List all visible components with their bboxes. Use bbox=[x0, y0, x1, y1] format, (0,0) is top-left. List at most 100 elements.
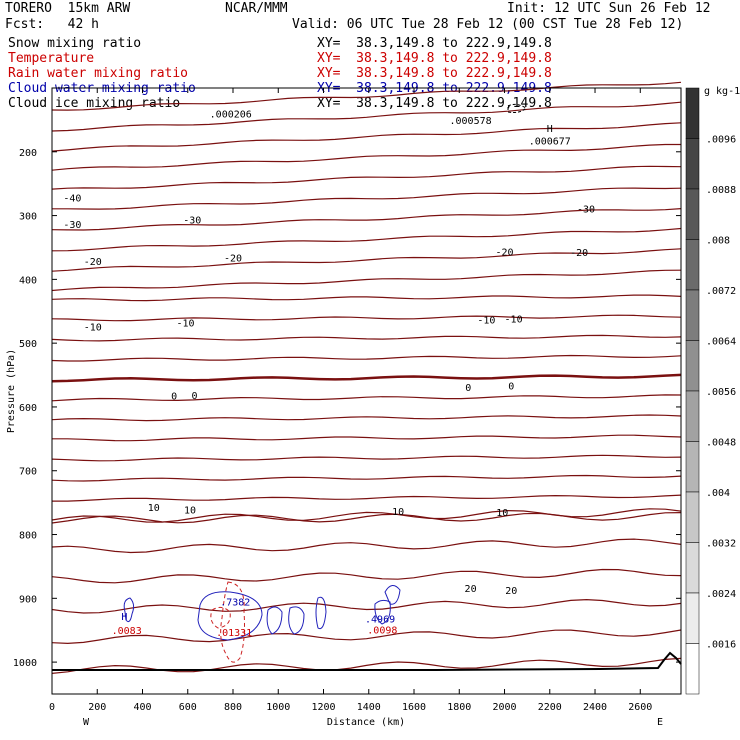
y-tick-label: 800 bbox=[19, 531, 37, 542]
x-tick-label: 1600 bbox=[402, 702, 426, 713]
isotherm bbox=[51, 454, 682, 462]
isotherm bbox=[51, 629, 682, 645]
x-tick-label: 1400 bbox=[357, 702, 381, 713]
contour-annotation: H bbox=[121, 612, 127, 623]
colorbar-tick-label: .004 bbox=[706, 488, 730, 499]
x-tick-label: 2600 bbox=[628, 702, 652, 713]
isotherm-label: -10 bbox=[505, 314, 523, 325]
x-tick-label: 400 bbox=[133, 702, 151, 713]
field-name-cloud-water: Cloud water mixing ratio bbox=[8, 81, 196, 96]
isotherm bbox=[51, 508, 682, 523]
colorbar-segment bbox=[685, 87, 700, 139]
isotherm bbox=[51, 394, 682, 402]
x-tick-label: 800 bbox=[224, 702, 242, 713]
x-tick-label: 2400 bbox=[583, 702, 607, 713]
contour-annotation: .01331 bbox=[216, 628, 252, 639]
isotherm bbox=[51, 657, 682, 674]
contour-annotation: .7382 bbox=[220, 598, 250, 609]
isotherm bbox=[52, 494, 682, 502]
isotherm bbox=[51, 538, 682, 554]
isotherm bbox=[51, 334, 682, 342]
y-tick-label: 700 bbox=[19, 467, 37, 478]
field-xy-snow: XY= 38.3,149.8 to 222.9,149.8 bbox=[317, 36, 552, 51]
isotherm bbox=[51, 227, 682, 252]
colorbar-tick-label: .0016 bbox=[706, 640, 736, 651]
terrain-line bbox=[52, 651, 682, 671]
contour-annotations: .000206.000578H.000677.7382.01331H.0083.… bbox=[112, 110, 571, 640]
isotherm bbox=[52, 187, 682, 210]
contour-annotation: .4969 bbox=[365, 615, 395, 626]
isotherm bbox=[51, 474, 682, 482]
plot-frame bbox=[51, 87, 682, 695]
east-label: E bbox=[657, 717, 663, 728]
isotherm bbox=[51, 143, 681, 171]
y-tick-label: 200 bbox=[19, 148, 37, 159]
field-name-snow: Snow mixing ratio bbox=[8, 36, 142, 51]
isotherm bbox=[51, 208, 682, 231]
contour-annotation: .000677 bbox=[529, 136, 571, 147]
rain-water-contour bbox=[210, 606, 231, 629]
y-tick-label: 500 bbox=[19, 339, 37, 350]
isotherm bbox=[51, 568, 682, 584]
x-tick-label: 2200 bbox=[538, 702, 562, 713]
rain-water-contour bbox=[220, 581, 245, 663]
isotherm bbox=[52, 434, 682, 442]
y-tick-label: 900 bbox=[19, 594, 37, 605]
isotherm-label: -30 bbox=[577, 205, 595, 216]
isotherm-label: -20 bbox=[224, 254, 242, 265]
x-tick-label: 2000 bbox=[492, 702, 516, 713]
colorbar-segment bbox=[685, 239, 700, 291]
forecast-hour: Fcst: 42 h bbox=[5, 17, 99, 32]
x-tick-label: 1200 bbox=[311, 702, 335, 713]
isotherm-label: 10 bbox=[392, 507, 404, 518]
isotherm-label: 10 bbox=[148, 503, 160, 514]
y-tick-label: 400 bbox=[19, 275, 37, 286]
field-xy-rain: XY= 38.3,149.8 to 222.9,149.8 bbox=[317, 66, 552, 81]
y-axis-label: Pressure (hPa) bbox=[6, 349, 17, 433]
hydrometeor-contours bbox=[123, 103, 527, 663]
colorbar-tick-label: .008 bbox=[706, 236, 730, 247]
x-tick-label: 600 bbox=[179, 702, 197, 713]
init-time: Init: 12 UTC Sun 26 Feb 12 bbox=[507, 1, 711, 16]
colorbar-tick-label: .0064 bbox=[706, 337, 736, 348]
isotherm bbox=[51, 294, 682, 302]
colorbar-segment bbox=[685, 441, 700, 493]
isotherm-label: -30 bbox=[183, 215, 201, 226]
colorbar-unit: g kg-1 bbox=[704, 86, 740, 97]
isotherm-label: -20 bbox=[84, 257, 102, 268]
colorbar-segment bbox=[685, 390, 700, 442]
isotherm-label: -40 bbox=[63, 194, 81, 205]
isotherm-label: 20 bbox=[465, 584, 477, 595]
temperature-contours: -40 -30 -30 -30 -20 -20 -20 -20 -10 -10 -10 -10 0 0 0 0… bbox=[51, 81, 682, 674]
contour-annotation: .000206 bbox=[210, 110, 252, 121]
colorbar-tick-label: .0096 bbox=[706, 135, 736, 146]
colorbar-segment bbox=[685, 138, 700, 190]
isotherm-label: -10 bbox=[477, 316, 495, 327]
snow-contour bbox=[507, 103, 527, 113]
isotherm-label: -10 bbox=[84, 323, 102, 334]
colorbar-segment bbox=[685, 340, 700, 392]
colorbar-segment bbox=[685, 592, 700, 644]
isotherm bbox=[51, 248, 682, 272]
cloud-water-contour bbox=[266, 606, 283, 635]
colorbar-tick-label: .0048 bbox=[706, 438, 736, 449]
isotherm bbox=[51, 373, 682, 383]
colorbar-segment bbox=[685, 491, 700, 543]
colorbar-segment bbox=[685, 542, 700, 594]
x-tick-label: 200 bbox=[88, 702, 106, 713]
x-tick-label: 1000 bbox=[266, 702, 290, 713]
isotherm bbox=[51, 414, 682, 422]
colorbar-segment bbox=[685, 188, 700, 240]
isotherm-label: -20 bbox=[495, 247, 513, 258]
field-xy-temperature: XY= 38.3,149.8 to 222.9,149.8 bbox=[317, 51, 552, 66]
colorbar-tick-label: .0024 bbox=[706, 589, 736, 600]
isotherm bbox=[51, 81, 682, 111]
y-tick-label: 1000 bbox=[13, 658, 37, 669]
cloud-water-contour bbox=[123, 597, 135, 622]
colorbar-tick-label: .0088 bbox=[706, 185, 736, 196]
isotherm bbox=[51, 512, 682, 524]
colorbar-tick-label: .0056 bbox=[706, 387, 736, 398]
isotherm-label: 0 bbox=[192, 391, 198, 402]
isotherm bbox=[51, 122, 682, 152]
x-tick-label: 0 bbox=[49, 702, 55, 713]
